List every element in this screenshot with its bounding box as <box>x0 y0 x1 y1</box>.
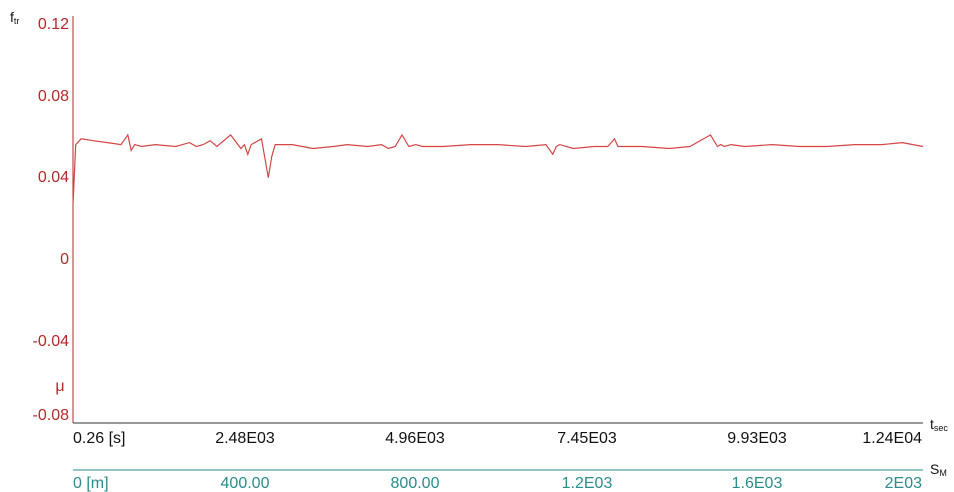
x-axis-label: tsec <box>930 416 948 433</box>
y-tick-label: 0.12 <box>38 16 69 33</box>
y-tick-label: -0.04 <box>33 333 70 350</box>
y-tick-label: 0.04 <box>38 169 69 186</box>
y-tick-label: 0 <box>60 251 69 268</box>
s-tick-label: 800.00 <box>391 475 440 492</box>
s-axis-label: SM <box>930 461 947 478</box>
s-tick-label: 1.6E03 <box>732 475 783 492</box>
x-tick-label: 4.96E03 <box>385 430 445 447</box>
s-tick-label: 400.00 <box>221 475 270 492</box>
y-axis-label: ftr <box>10 9 19 26</box>
series-line-friction <box>72 133 924 205</box>
y-unit-symbol: μ <box>55 378 64 395</box>
x-axis-label-sub: sec <box>934 423 949 433</box>
x-tick-label: 9.93E03 <box>727 430 787 447</box>
s-tick-label: 1.2E03 <box>562 475 613 492</box>
y-tick-label: 0.08 <box>38 88 69 105</box>
y-axis-label-main: f <box>10 9 14 25</box>
s-axis-label-sub: M <box>939 468 947 478</box>
s-axis-label-main: S <box>930 461 939 477</box>
x-tick-label: 2.48E03 <box>215 430 275 447</box>
x-tick-label: 7.45E03 <box>557 430 617 447</box>
y-axis-label-sub: tr <box>14 16 20 26</box>
x-axis-label-main: t <box>930 416 934 432</box>
x-tick-label: 1.24E04 <box>862 430 922 447</box>
s-tick-label: 0 [m] <box>73 475 109 492</box>
x-tick-label: 0.26 [s] <box>73 430 125 447</box>
s-tick-label: 2E03 <box>885 475 922 492</box>
y-tick-label: -0.08 <box>33 407 70 424</box>
